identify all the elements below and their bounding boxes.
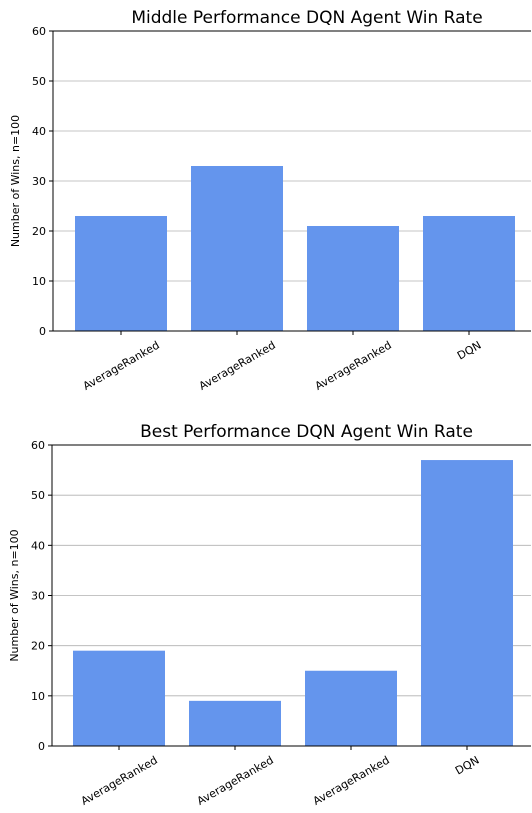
x-tick-label: DQN xyxy=(455,339,483,363)
y-tick-label: 0 xyxy=(38,740,45,753)
bar xyxy=(421,460,513,746)
bar xyxy=(423,216,515,331)
chart-title: Middle Performance DQN Agent Win Rate xyxy=(131,8,482,28)
bar xyxy=(191,166,283,331)
y-tick-label: 20 xyxy=(31,640,45,653)
x-tick-label: AverageRanked xyxy=(197,339,278,393)
y-tick-label: 30 xyxy=(32,175,46,188)
y-tick-label: 10 xyxy=(31,690,45,703)
x-tick-label: AverageRanked xyxy=(79,754,160,808)
x-tick-label: AverageRanked xyxy=(195,754,276,808)
bar xyxy=(73,650,165,746)
x-tick-label: DQN xyxy=(453,754,481,778)
y-tick-label: 0 xyxy=(39,325,46,338)
bar xyxy=(189,700,281,746)
y-tick-label: 50 xyxy=(31,489,45,502)
y-tick-label: 40 xyxy=(32,125,46,138)
bar xyxy=(307,226,399,331)
y-tick-label: 60 xyxy=(32,25,46,38)
y-tick-label: 60 xyxy=(31,439,45,452)
y-tick-label: 30 xyxy=(31,590,45,603)
y-tick-label: 20 xyxy=(32,225,46,238)
bar xyxy=(75,216,167,331)
bar xyxy=(305,670,397,746)
y-axis-label: Number of Wins, n=100 xyxy=(9,115,22,247)
y-tick-label: 10 xyxy=(32,275,46,288)
y-tick-label: 40 xyxy=(31,539,45,552)
y-tick-label: 50 xyxy=(32,75,46,88)
x-tick-label: AverageRanked xyxy=(313,339,394,393)
chart-title: Best Performance DQN Agent Win Rate xyxy=(140,422,473,442)
y-axis-label: Number of Wins, n=100 xyxy=(8,529,21,661)
x-tick-label: AverageRanked xyxy=(311,754,392,808)
x-tick-label: AverageRanked xyxy=(81,339,162,393)
